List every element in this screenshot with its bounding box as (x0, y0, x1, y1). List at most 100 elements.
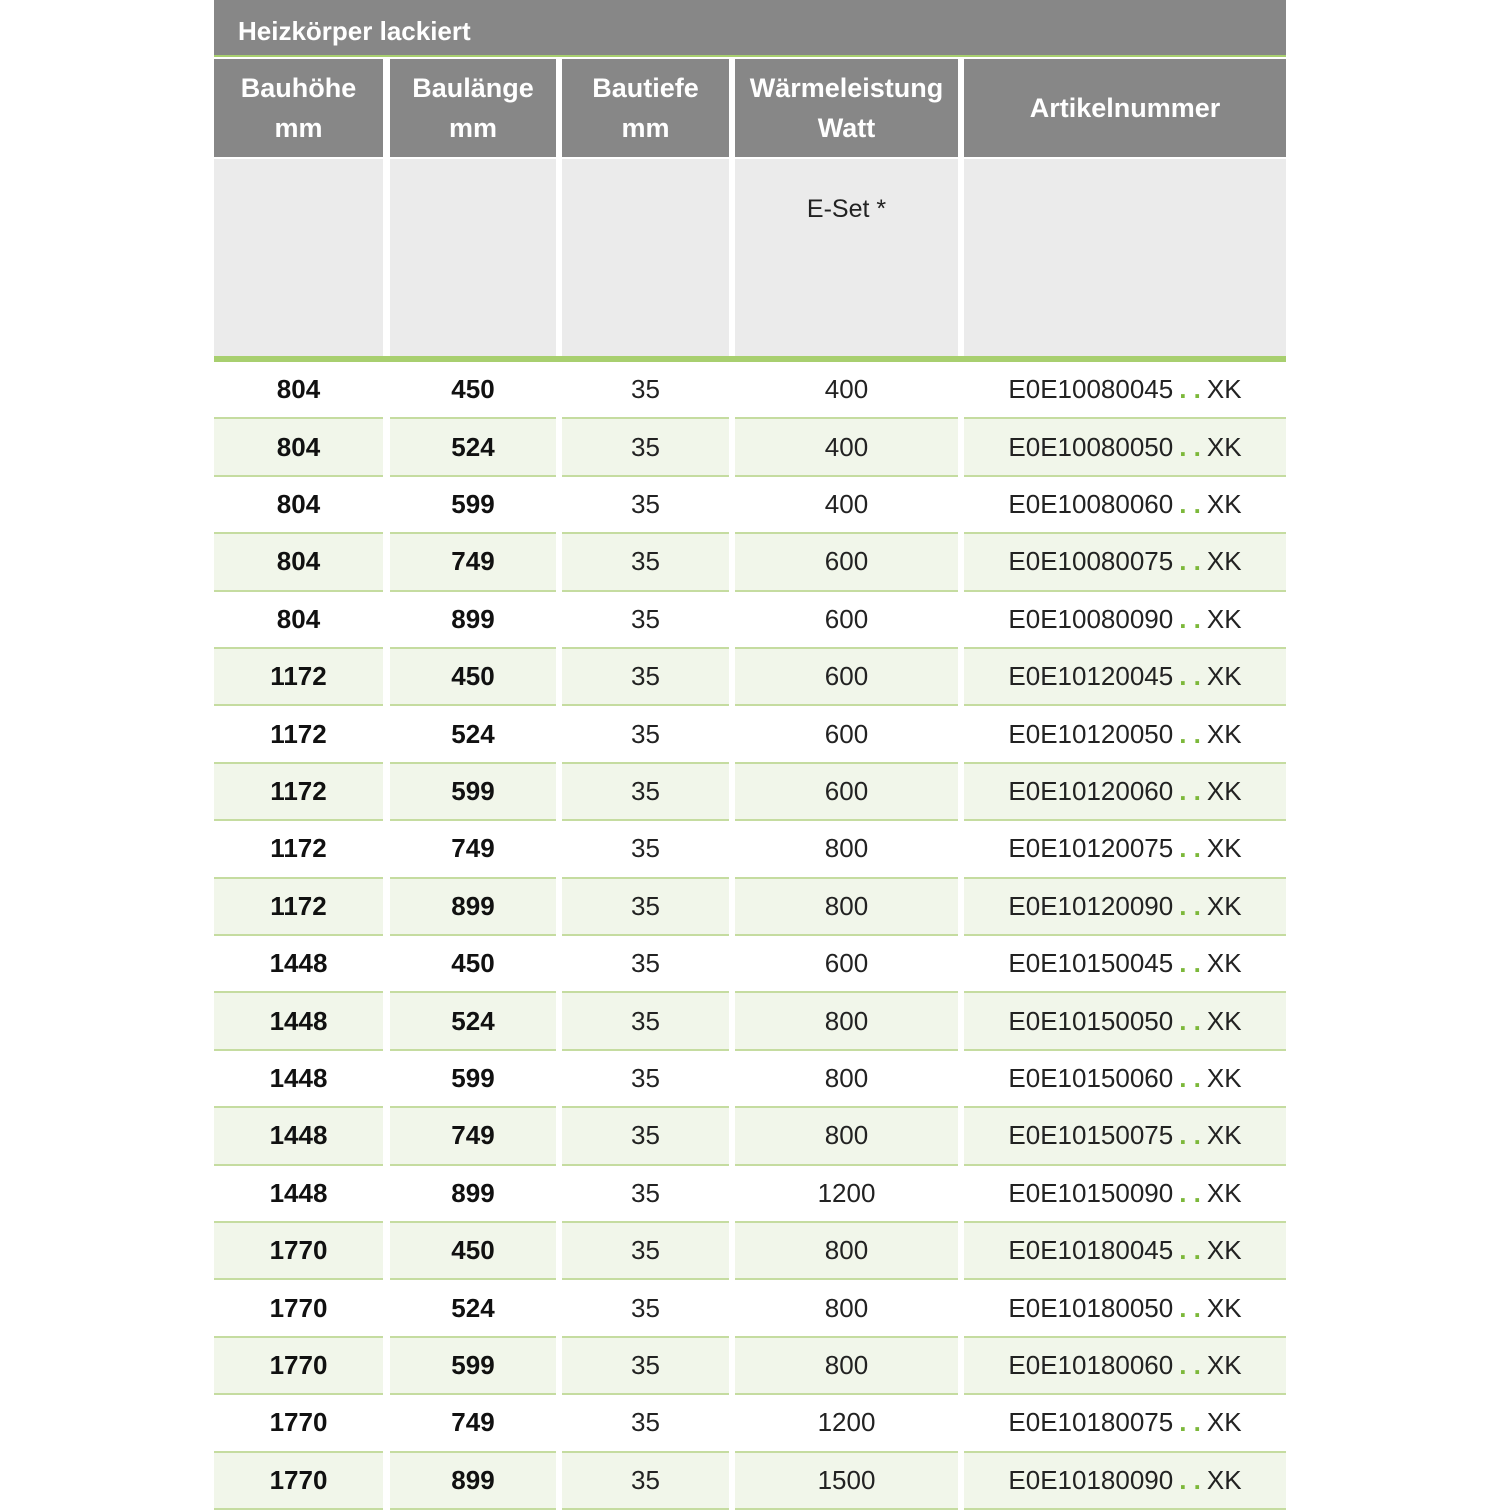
table-cell: 800 (735, 821, 958, 879)
article-number: E0E10120090 (1008, 890, 1174, 921)
article-separator: . . (1179, 431, 1201, 462)
table-cell: 450 (390, 1223, 556, 1281)
article-suffix: XK (1206, 603, 1242, 634)
table-cell: 35 (562, 1050, 729, 1109)
table-cell: 1770 (214, 1337, 383, 1396)
header-line: mm (448, 113, 497, 143)
article-suffix: XK (1206, 1464, 1242, 1495)
table-cell: E0E10080050. . XK (964, 419, 1286, 477)
table-cell: 35 (562, 1108, 729, 1166)
article-number: E0E10180050 (1008, 1292, 1174, 1323)
table-cell: E0E10180050. . XK (964, 1280, 1286, 1338)
table-cell: 1448 (214, 993, 383, 1051)
table-cell: 599 (390, 1050, 556, 1109)
table-cell: 600 (735, 763, 958, 822)
table-cell: E0E10120075. . XK (964, 821, 1286, 879)
table-cell: E0E10150045. . XK (964, 936, 1286, 994)
table-cell: E0E10180075. . XK (964, 1395, 1286, 1453)
article-suffix: XK (1206, 431, 1242, 462)
table-cell: 599 (390, 1337, 556, 1396)
article-separator: . . (1179, 833, 1201, 864)
table-cell: 35 (562, 878, 729, 936)
header-line: Bauhöhe (240, 73, 357, 103)
table-cell: 899 (390, 878, 556, 936)
article-number: E0E10180075 (1008, 1407, 1174, 1438)
table-cell: 1448 (214, 1108, 383, 1166)
article-separator: . . (1179, 890, 1201, 921)
table-cell: E0E10120060. . XK (964, 763, 1286, 822)
table-cell: 35 (562, 706, 729, 764)
article-separator: . . (1179, 1005, 1201, 1036)
article-number: E0E10180045 (1008, 1235, 1174, 1266)
header-line: mm (621, 113, 670, 143)
table-cell: 1200 (735, 1395, 958, 1453)
table-cell: E0E10080090. . XK (964, 591, 1286, 649)
table-cell: 35 (562, 476, 729, 535)
article-number: E0E10150075 (1008, 1120, 1174, 1151)
article-separator: . . (1179, 1407, 1201, 1438)
article-number: E0E10080060 (1008, 488, 1174, 519)
header-line: mm (274, 113, 323, 143)
table-cell: 1448 (214, 936, 383, 994)
table-cell: E0E10180090. . XK (964, 1452, 1286, 1510)
table-cell: 35 (562, 419, 729, 477)
article-number: E0E10150045 (1008, 948, 1174, 979)
table-cell: 35 (562, 1223, 729, 1281)
article-number: E0E10150060 (1008, 1062, 1174, 1093)
table-cell: 450 (390, 649, 556, 707)
table-cell: 1172 (214, 706, 383, 764)
article-separator: . . (1179, 1177, 1201, 1208)
table-cell: 600 (735, 936, 958, 994)
article-suffix: XK (1206, 718, 1242, 749)
column-header: Wärmeleistung Watt (735, 59, 958, 157)
table-cell: 804 (214, 591, 383, 649)
table-title: Heizkörper lackiert (214, 0, 1286, 57)
column-header: Bautiefe mm (562, 59, 729, 157)
table-cell: 800 (735, 1223, 958, 1281)
article-number: E0E10180060 (1008, 1349, 1174, 1380)
table-cell: 749 (390, 534, 556, 592)
subheader-cell (964, 159, 1286, 356)
article-number: E0E10180090 (1008, 1464, 1174, 1495)
table-cell: 450 (390, 362, 556, 420)
table-cell: E0E10080045. . XK (964, 362, 1286, 420)
table-cell: 524 (390, 993, 556, 1051)
subheader-cell: E-Set * (735, 159, 958, 356)
table-cell: 35 (562, 649, 729, 707)
article-suffix: XK (1206, 833, 1242, 864)
table-cell: E0E10150090. . XK (964, 1165, 1286, 1223)
table-cell: 35 (562, 1395, 729, 1453)
subheader-cell (214, 159, 383, 356)
header-line: Bautiefe (592, 73, 699, 103)
table-cell: 400 (735, 362, 958, 420)
table-cell: 35 (562, 936, 729, 994)
header-line: Artikelnummer (1029, 93, 1221, 123)
article-suffix: XK (1206, 1407, 1242, 1438)
table-cell: 1172 (214, 821, 383, 879)
table-cell: 600 (735, 649, 958, 707)
table-cell: 804 (214, 534, 383, 592)
table-cell: E0E10150050. . XK (964, 993, 1286, 1051)
table-cell: E0E10120090. . XK (964, 878, 1286, 936)
table-cell: 524 (390, 419, 556, 477)
article-separator: . . (1179, 661, 1201, 692)
article-separator: . . (1179, 1464, 1201, 1495)
article-number: E0E10150050 (1008, 1005, 1174, 1036)
subheader-cell (562, 159, 729, 356)
table-cell: 749 (390, 1108, 556, 1166)
table-cell: 804 (214, 419, 383, 477)
article-suffix: XK (1206, 1005, 1242, 1036)
table-cell: 800 (735, 878, 958, 936)
table-cell: 35 (562, 993, 729, 1051)
table-cell: 1770 (214, 1395, 383, 1453)
article-separator: . . (1179, 718, 1201, 749)
column-header: Bauhöhe mm (214, 59, 383, 157)
table-cell: 524 (390, 1280, 556, 1338)
article-suffix: XK (1206, 546, 1242, 577)
article-suffix: XK (1206, 775, 1242, 806)
article-separator: . . (1179, 1349, 1201, 1380)
table-cell: 800 (735, 1108, 958, 1166)
table-cell: 35 (562, 591, 729, 649)
table-cell: 35 (562, 534, 729, 592)
article-suffix: XK (1206, 488, 1242, 519)
